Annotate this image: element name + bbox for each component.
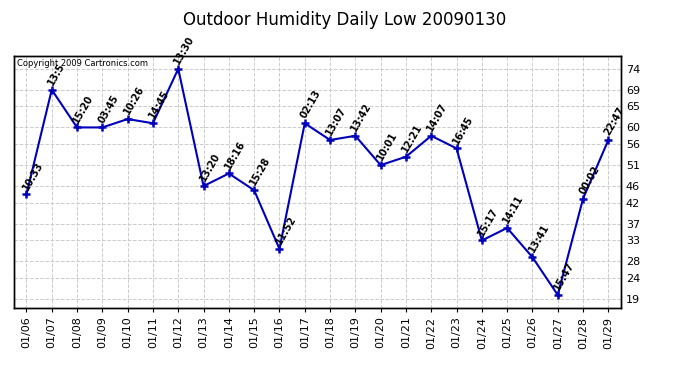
Text: 14:11: 14:11 [501, 194, 525, 225]
Text: 15:20: 15:20 [71, 93, 95, 124]
Text: 12:21: 12:21 [400, 122, 424, 154]
Text: 16:45: 16:45 [451, 114, 475, 146]
Text: 02:13: 02:13 [299, 88, 323, 120]
Text: 10:01: 10:01 [375, 130, 399, 162]
Text: 00:02: 00:02 [577, 164, 601, 196]
Text: 13:5: 13:5 [46, 61, 67, 87]
Text: 10:26: 10:26 [121, 84, 146, 116]
Text: 18:16: 18:16 [223, 139, 247, 171]
Text: 03:45: 03:45 [97, 93, 121, 124]
Text: 14:07: 14:07 [425, 101, 449, 133]
Text: 13:30: 13:30 [172, 34, 197, 66]
Text: 13:42: 13:42 [349, 101, 373, 133]
Text: 11:52: 11:52 [273, 214, 297, 246]
Text: 13:41: 13:41 [526, 223, 551, 255]
Text: 13:07: 13:07 [324, 105, 348, 137]
Text: 10:33: 10:33 [21, 160, 45, 192]
Text: 14:45: 14:45 [147, 88, 171, 120]
Text: 15:17: 15:17 [476, 206, 500, 238]
Text: 15:28: 15:28 [248, 156, 273, 188]
Text: Outdoor Humidity Daily Low 20090130: Outdoor Humidity Daily Low 20090130 [184, 11, 506, 29]
Text: Copyright 2009 Cartronics.com: Copyright 2009 Cartronics.com [17, 59, 148, 68]
Text: 13:20: 13:20 [197, 152, 221, 183]
Text: 15:47: 15:47 [552, 260, 576, 292]
Text: 22:47: 22:47 [602, 105, 627, 137]
